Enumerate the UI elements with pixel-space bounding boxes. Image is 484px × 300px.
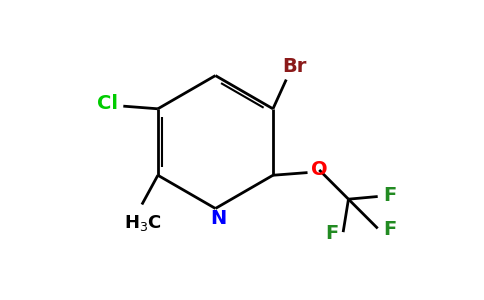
- Text: $_3$C: $_3$C: [139, 213, 162, 233]
- Text: O: O: [311, 160, 328, 179]
- Text: F: F: [325, 224, 338, 243]
- Text: H: H: [124, 214, 139, 232]
- Text: F: F: [383, 186, 396, 205]
- Text: Cl: Cl: [97, 94, 118, 113]
- Text: N: N: [210, 208, 226, 227]
- Text: F: F: [383, 220, 396, 239]
- Text: Br: Br: [282, 57, 306, 76]
